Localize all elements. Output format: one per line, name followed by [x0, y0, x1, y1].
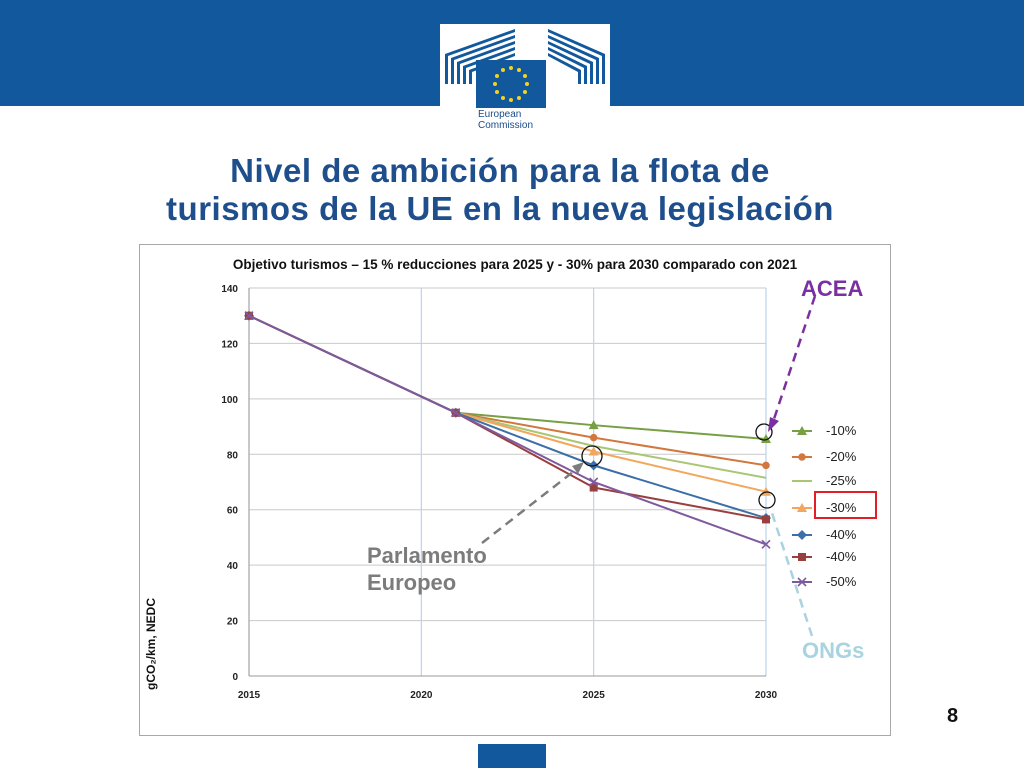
annotation-parlamento: Parlamento Europeo	[367, 542, 487, 596]
acea-arrowhead	[768, 417, 779, 432]
x-tick-label: 2020	[410, 690, 433, 701]
data-point	[762, 515, 770, 524]
parlamento-arrowhead	[572, 462, 584, 474]
series-line	[248, 314, 767, 493]
legend-label: -30%	[826, 500, 857, 515]
page-number: 8	[947, 705, 959, 727]
annotation-acea: ACEA	[801, 276, 864, 301]
legend-label: -25%	[826, 473, 857, 488]
annotation-parlamento-line1: Parlamento	[367, 543, 487, 568]
data-point	[589, 433, 598, 442]
legend-label: -40%	[826, 527, 857, 542]
slide-title: Nivel de ambición para la flota de turis…	[0, 152, 1000, 228]
highlight-circle	[758, 491, 776, 509]
highlight-circle	[581, 445, 603, 467]
data-point	[451, 408, 461, 418]
y-tick-label: 20	[227, 617, 239, 628]
series-line	[248, 314, 767, 467]
legend-label: -10%	[826, 423, 857, 438]
ongs-arrow	[769, 509, 814, 637]
legend-label: -20%	[826, 449, 857, 464]
x-tick-label: 2025	[583, 690, 606, 701]
legend-marker	[797, 577, 807, 587]
footer-tab	[478, 744, 546, 768]
logo-text-line2: Commission	[478, 120, 534, 131]
series-line	[248, 314, 767, 441]
data-point	[588, 446, 599, 456]
y-tick-label: 140	[221, 284, 238, 295]
series-line	[248, 314, 767, 546]
legend-marker	[798, 453, 806, 461]
x-tick-label: 2030	[755, 690, 778, 701]
annotation-parlamento-line2: Europeo	[367, 570, 457, 595]
logo-text: European Commission	[478, 109, 533, 131]
y-tick-label: 100	[221, 395, 238, 406]
acea-arrow	[770, 295, 817, 426]
data-point	[589, 483, 598, 492]
legend-marker	[797, 503, 807, 512]
parlamento-arrow	[481, 467, 579, 544]
logo-text-line1: European	[478, 109, 522, 120]
highlight-box-30	[814, 491, 877, 519]
legend-marker	[797, 426, 807, 435]
y-tick-label: 120	[221, 339, 238, 350]
y-tick-label: 0	[232, 672, 238, 683]
legend-label: -50%	[826, 574, 857, 589]
x-tick-label: 2015	[238, 690, 261, 701]
data-point	[762, 461, 770, 470]
european-commission-logo	[440, 24, 610, 142]
highlight-circle	[755, 423, 773, 441]
data-point	[588, 420, 599, 430]
y-tick-label: 80	[227, 450, 239, 461]
legend-label: -40%	[826, 549, 857, 564]
data-point	[761, 539, 771, 549]
legend-marker	[798, 553, 806, 561]
data-point	[244, 311, 254, 321]
data-point	[761, 434, 771, 444]
data-point	[589, 477, 599, 487]
slide-title-line1: Nivel de ambición para la flota de	[230, 152, 770, 189]
y-tick-label: 60	[227, 506, 239, 517]
slide-title-line2: turismos de la UE en la nueva legislació…	[166, 190, 834, 227]
legend-marker	[797, 530, 807, 540]
annotation-ongs: ONGs	[802, 638, 865, 663]
chart-title: Objetivo turismos – 15 % reducciones par…	[232, 257, 798, 272]
y-tick-label: 40	[227, 561, 239, 572]
